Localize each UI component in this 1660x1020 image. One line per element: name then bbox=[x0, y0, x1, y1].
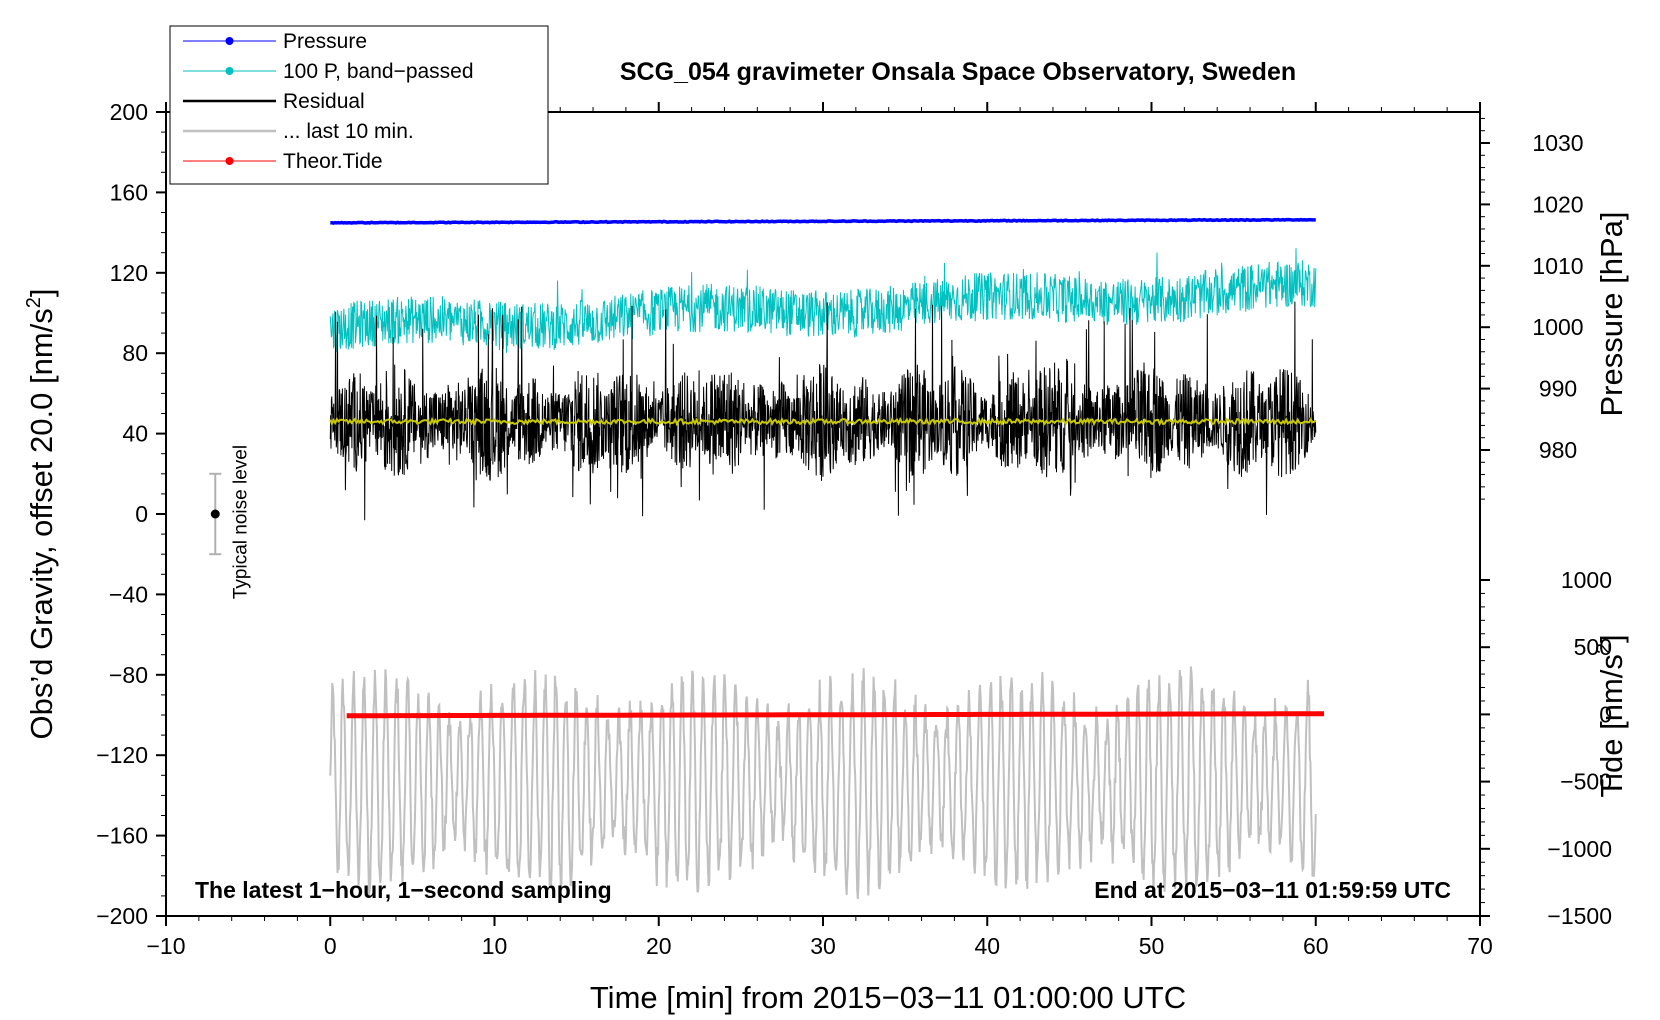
legend-label: Residual bbox=[283, 90, 365, 113]
legend-label: Pressure bbox=[283, 30, 367, 53]
y-tide-tick-label: −1500 bbox=[1547, 903, 1612, 929]
y-pressure-tick-label: 1000 bbox=[1532, 314, 1583, 340]
y-left-tick-label: 200 bbox=[110, 99, 148, 125]
y-left-tick-label: −160 bbox=[96, 823, 148, 849]
series-residual-smoothed-line bbox=[329, 416, 1317, 427]
x-tick-label: 70 bbox=[1467, 933, 1493, 959]
legend-label: 100 P, band−passed bbox=[283, 60, 474, 83]
legend: Pressure 100 P, band−passed Residual ... la… bbox=[169, 25, 549, 185]
x-tick-label: 10 bbox=[482, 933, 508, 959]
x-tick-label: 30 bbox=[810, 933, 836, 959]
legend-label: ... last 10 min. bbox=[283, 120, 414, 143]
y-tide-axis-title: Tide [nm/s2] bbox=[1593, 634, 1629, 797]
noise-level-label: Typical noise level bbox=[230, 445, 251, 599]
series-theor-tide-line bbox=[346, 711, 1325, 719]
y-left-tick-label: 0 bbox=[135, 501, 148, 527]
y-tide-tick-label: 500 bbox=[1574, 634, 1612, 660]
annotation-end-time: End at 2015−03−11 01:59:59 UTC bbox=[1094, 877, 1451, 903]
annotation-sampling: The latest 1−hour, 1−second sampling bbox=[195, 877, 612, 903]
legend-swatch-marker bbox=[225, 157, 234, 165]
y-left-tick-label: 80 bbox=[122, 340, 148, 366]
series-band-passed-line bbox=[329, 248, 1317, 353]
y-left-axis-title: Obs’d Gravity, offset 20.0 [nm/s2] bbox=[23, 288, 59, 739]
x-axis-title: Time [min] from 2015−03−11 01:00:00 UTC bbox=[590, 980, 1186, 1015]
y-tide-tick-label: −500 bbox=[1560, 769, 1612, 795]
y-left-tick-label: 160 bbox=[110, 179, 148, 205]
y-pressure-tick-label: 1020 bbox=[1532, 191, 1583, 217]
y-pressure-tick-label: 1030 bbox=[1532, 130, 1583, 156]
legend-swatch-marker bbox=[225, 37, 234, 45]
series-last-10-min-line bbox=[329, 666, 1317, 900]
y-left-tick-label: 120 bbox=[110, 260, 148, 286]
legend-box bbox=[169, 25, 549, 185]
y-left-tick-label: −120 bbox=[96, 742, 148, 768]
y-tide-tick-label: 1000 bbox=[1561, 567, 1612, 593]
y-pressure-tick-label: 980 bbox=[1539, 437, 1577, 463]
y-left-tick-label: −40 bbox=[109, 581, 148, 607]
legend-swatch-marker bbox=[225, 67, 234, 75]
chart-title: SCG_054 gravimeter Onsala Space Observat… bbox=[620, 58, 1296, 86]
x-tick-label: −10 bbox=[146, 933, 185, 959]
y-pressure-tick-label: 1010 bbox=[1532, 253, 1583, 279]
x-tick-label: 60 bbox=[1303, 933, 1329, 959]
plot-layer: Typical noise level bbox=[209, 217, 1325, 900]
series-pressure-line bbox=[330, 217, 1316, 225]
noise-level-point bbox=[210, 509, 220, 519]
y-tide-tick-label: 0 bbox=[1599, 701, 1612, 727]
y-tide-tick-label: −1000 bbox=[1547, 836, 1612, 862]
y-left-tick-label: 40 bbox=[122, 421, 148, 447]
legend-label: Theor.Tide bbox=[283, 150, 383, 173]
y-left-tick-label: −200 bbox=[96, 903, 148, 929]
series-residual-line bbox=[329, 301, 1317, 521]
ticks-layer: −10 0 10 20 30 40 50 60 7020016012080400−40−80−1… bbox=[96, 99, 1612, 959]
y-left-tick-label: −80 bbox=[109, 662, 148, 688]
y-pressure-tick-label: 990 bbox=[1539, 376, 1577, 402]
x-tick-label: 0 bbox=[324, 933, 337, 959]
x-tick-label: 50 bbox=[1139, 933, 1165, 959]
x-tick-label: 20 bbox=[646, 933, 672, 959]
y-pressure-axis-title: Pressure [hPa] bbox=[1594, 211, 1629, 416]
x-tick-label: 40 bbox=[974, 933, 1000, 959]
